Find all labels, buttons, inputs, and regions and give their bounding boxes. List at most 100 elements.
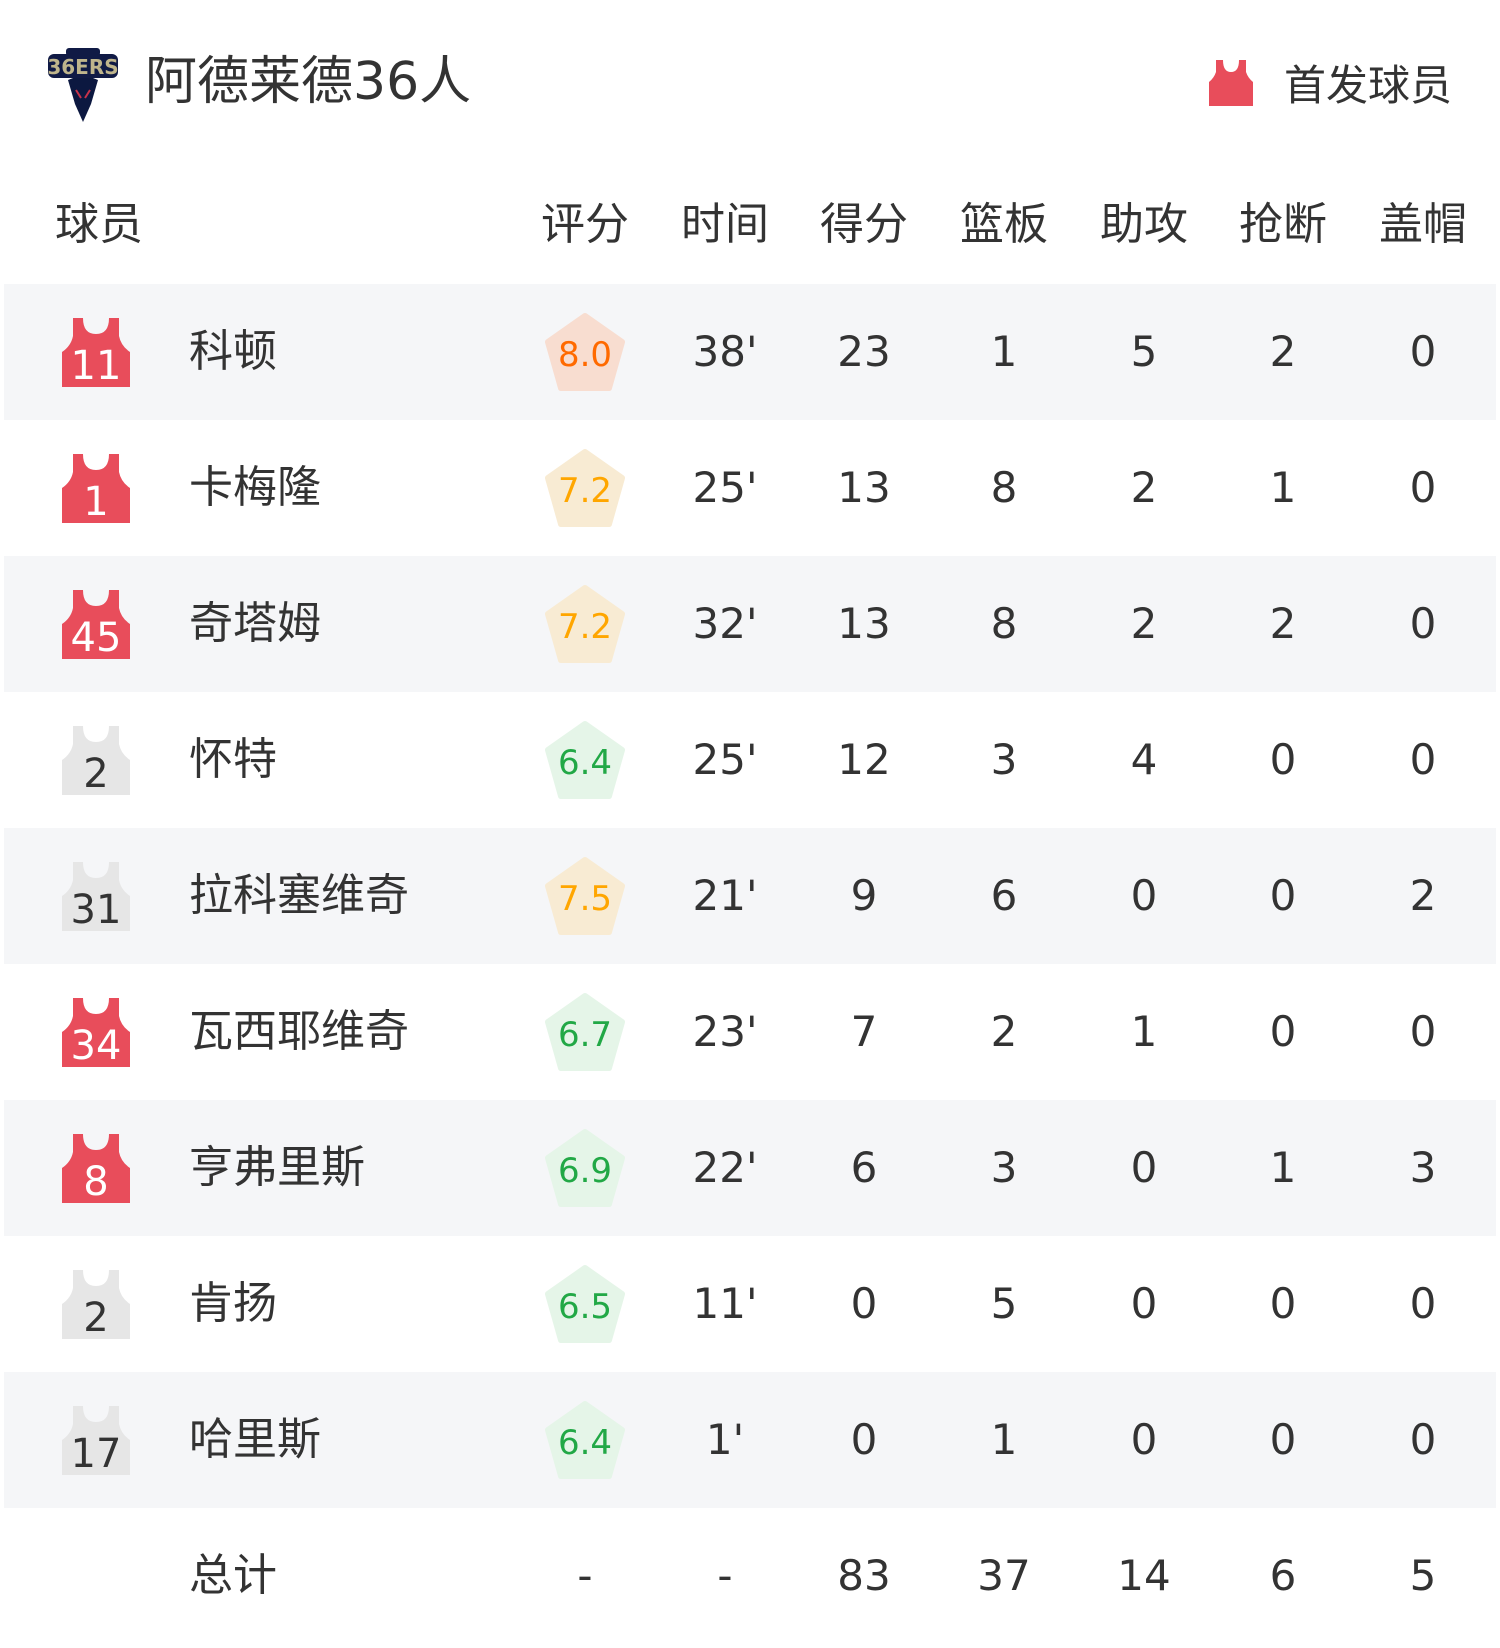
jersey-number: 1 bbox=[83, 479, 109, 525]
jersey-icon: 11 bbox=[61, 316, 131, 389]
stat-rebounds: 8 bbox=[990, 599, 1018, 648]
col-rebounds[interactable]: 篮板 bbox=[960, 199, 1048, 250]
stat-blocks: 3 bbox=[1409, 1143, 1437, 1192]
stat-steals: 2 bbox=[1269, 599, 1297, 648]
stat-rebounds: 3 bbox=[990, 1143, 1018, 1192]
stat-steals: 0 bbox=[1269, 735, 1297, 784]
rating-badge: 7.2 bbox=[545, 584, 625, 664]
table-row[interactable]: 31 拉科塞维奇 7.5 21' 9 6 0 0 2 bbox=[4, 828, 1496, 964]
rating-badge: 7.2 bbox=[545, 448, 625, 528]
team-name: 阿德莱德36人 bbox=[145, 52, 472, 112]
totals-steals: 6 bbox=[1269, 1551, 1297, 1600]
stat-assists: 2 bbox=[1130, 463, 1158, 512]
stat-points: 13 bbox=[837, 463, 891, 512]
col-rating[interactable]: 评分 bbox=[541, 199, 629, 250]
table-row[interactable]: 2 肯扬 6.5 11' 0 5 0 0 0 bbox=[4, 1236, 1496, 1372]
player-name[interactable]: 卡梅隆 bbox=[189, 462, 321, 513]
stat-blocks: 0 bbox=[1409, 327, 1437, 376]
table-row[interactable]: 34 瓦西耶维奇 6.7 23' 7 2 1 0 0 bbox=[4, 964, 1496, 1100]
col-steals[interactable]: 抢断 bbox=[1239, 199, 1327, 250]
table-row[interactable]: 11 科顿 8.0 38' 23 1 5 2 0 bbox=[4, 284, 1496, 420]
rating-badge: 6.5 bbox=[545, 1264, 625, 1344]
rating-badge: 7.5 bbox=[545, 856, 625, 936]
player-name[interactable]: 奇塔姆 bbox=[189, 598, 321, 649]
jersey-number: 2 bbox=[83, 751, 109, 797]
rating-value: 6.7 bbox=[557, 1015, 613, 1055]
col-blocks[interactable]: 盖帽 bbox=[1379, 199, 1467, 250]
stat-assists: 0 bbox=[1130, 1415, 1158, 1464]
stat-time: 32' bbox=[692, 599, 758, 648]
player-name[interactable]: 哈里斯 bbox=[189, 1414, 321, 1465]
rating-value: 7.2 bbox=[557, 607, 613, 647]
rating-value: 6.4 bbox=[557, 743, 613, 783]
stat-points: 0 bbox=[850, 1415, 878, 1464]
player-name[interactable]: 科顿 bbox=[189, 326, 277, 377]
col-time[interactable]: 时间 bbox=[681, 199, 769, 250]
jersey-number: 11 bbox=[70, 343, 122, 389]
rating-badge: 6.4 bbox=[545, 720, 625, 800]
stat-blocks: 0 bbox=[1409, 1279, 1437, 1328]
stat-rebounds: 1 bbox=[990, 327, 1018, 376]
jersey-number: 2 bbox=[83, 1295, 109, 1341]
stat-time: 21' bbox=[692, 871, 758, 920]
stat-blocks: 0 bbox=[1409, 1415, 1437, 1464]
stat-time: 38' bbox=[692, 327, 758, 376]
team-logo: 36ERS bbox=[46, 46, 120, 124]
stat-steals: 0 bbox=[1269, 871, 1297, 920]
stat-time: 1' bbox=[705, 1415, 745, 1464]
table-row[interactable]: 1 卡梅隆 7.2 25' 13 8 2 1 0 bbox=[4, 420, 1496, 556]
totals-points: 83 bbox=[837, 1551, 891, 1600]
totals-label: 总计 bbox=[189, 1550, 277, 1601]
stat-time: 11' bbox=[692, 1279, 758, 1328]
jersey-icon: 17 bbox=[61, 1404, 131, 1477]
starter-legend: 首发球员 bbox=[1208, 52, 1452, 113]
stat-points: 7 bbox=[850, 1007, 878, 1056]
jersey-number: 31 bbox=[70, 887, 122, 933]
rating-value: 7.5 bbox=[557, 879, 613, 919]
col-player: 球员 bbox=[55, 199, 143, 250]
rating-badge: 6.4 bbox=[545, 1400, 625, 1480]
stat-rebounds: 8 bbox=[990, 463, 1018, 512]
stat-blocks: 0 bbox=[1409, 599, 1437, 648]
rating-value: 7.2 bbox=[557, 471, 613, 511]
stat-time: 23' bbox=[692, 1007, 758, 1056]
jersey-icon: 8 bbox=[61, 1132, 131, 1205]
totals-assists: 14 bbox=[1117, 1551, 1171, 1600]
totals-row: 总计 - - 83 37 14 6 5 bbox=[4, 1508, 1496, 1644]
stat-points: 23 bbox=[837, 327, 891, 376]
stat-time: 25' bbox=[692, 463, 758, 512]
stat-steals: 1 bbox=[1269, 1143, 1297, 1192]
stat-points: 13 bbox=[837, 599, 891, 648]
jersey-icon: 2 bbox=[61, 1268, 131, 1341]
player-name[interactable]: 怀特 bbox=[189, 734, 277, 785]
table-row[interactable]: 45 奇塔姆 7.2 32' 13 8 2 2 0 bbox=[4, 556, 1496, 692]
col-points[interactable]: 得分 bbox=[820, 199, 908, 250]
table-row[interactable]: 2 怀特 6.4 25' 12 3 4 0 0 bbox=[4, 692, 1496, 828]
stat-points: 6 bbox=[850, 1143, 878, 1192]
player-name[interactable]: 拉科塞维奇 bbox=[189, 870, 409, 921]
jersey-icon: 1 bbox=[61, 452, 131, 525]
player-name[interactable]: 肯扬 bbox=[189, 1278, 277, 1329]
jersey-number: 34 bbox=[70, 1023, 122, 1069]
table-row[interactable]: 17 哈里斯 6.4 1' 0 1 0 0 0 bbox=[4, 1372, 1496, 1508]
rating-value: 6.5 bbox=[557, 1287, 613, 1327]
stat-steals: 0 bbox=[1269, 1007, 1297, 1056]
player-name[interactable]: 瓦西耶维奇 bbox=[189, 1006, 409, 1057]
stat-rebounds: 5 bbox=[990, 1279, 1018, 1328]
player-name[interactable]: 亨弗里斯 bbox=[189, 1142, 365, 1193]
stat-steals: 0 bbox=[1269, 1279, 1297, 1328]
table-row[interactable]: 8 亨弗里斯 6.9 22' 6 3 0 1 3 bbox=[4, 1100, 1496, 1236]
jersey-number: 45 bbox=[70, 615, 122, 661]
stat-blocks: 0 bbox=[1409, 1007, 1437, 1056]
col-assists[interactable]: 助攻 bbox=[1100, 199, 1188, 250]
stat-assists: 0 bbox=[1130, 1143, 1158, 1192]
legend-label: 首发球员 bbox=[1283, 61, 1452, 110]
totals-rebounds: 37 bbox=[977, 1551, 1031, 1600]
stat-assists: 4 bbox=[1130, 735, 1158, 784]
rating-value: 6.9 bbox=[557, 1151, 613, 1191]
svg-text:36ERS: 36ERS bbox=[47, 55, 118, 79]
jersey-icon: 45 bbox=[61, 588, 131, 661]
stat-assists: 1 bbox=[1130, 1007, 1158, 1056]
stat-points: 9 bbox=[850, 871, 878, 920]
stat-assists: 0 bbox=[1130, 871, 1158, 920]
